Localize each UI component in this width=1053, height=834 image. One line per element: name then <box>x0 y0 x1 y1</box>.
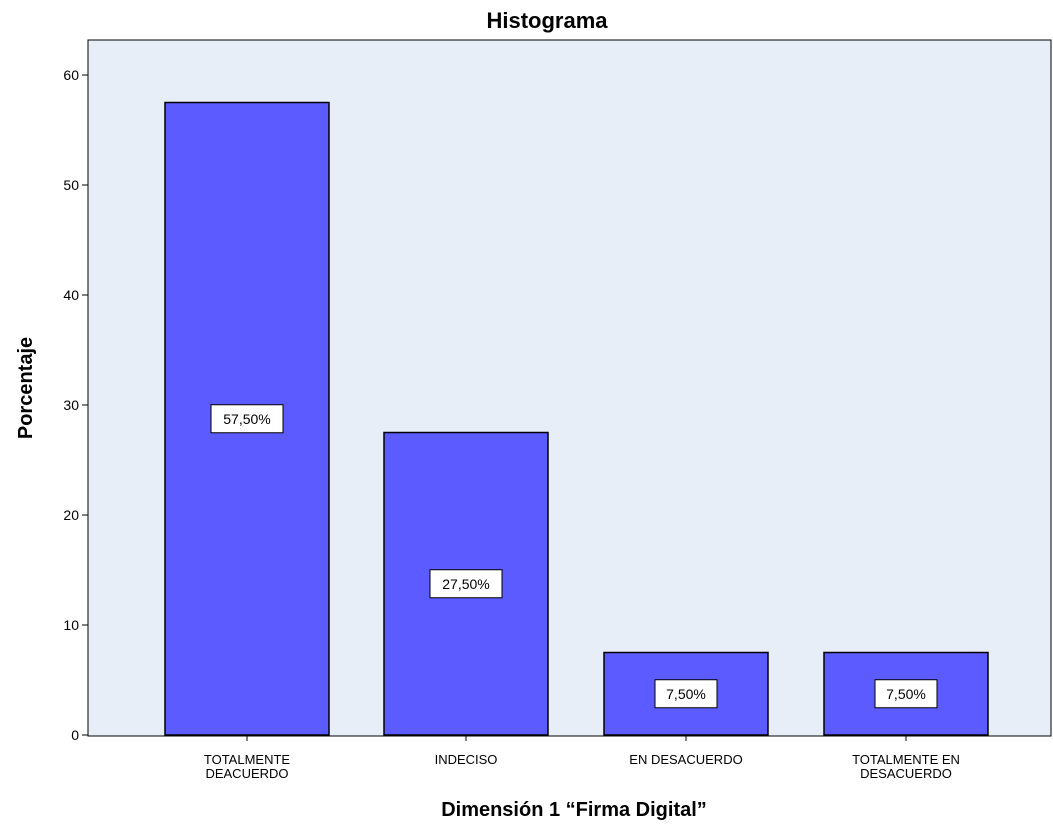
chart-title: Histograma <box>486 8 608 33</box>
x-tick-label: TOTALMENTE <box>204 752 291 767</box>
data-label: 57,50% <box>223 411 270 427</box>
data-label-box <box>654 679 718 709</box>
y-tick-label: 30 <box>63 397 79 413</box>
x-tick-label: TOTALMENTE EN <box>852 752 960 767</box>
y-tick-label: 10 <box>63 617 79 633</box>
data-label-box <box>874 679 938 709</box>
x-tick-label: INDECISO <box>435 752 498 767</box>
y-tick-label: 0 <box>71 727 79 743</box>
y-tick-label: 40 <box>63 287 79 303</box>
data-label: 7,50% <box>666 686 706 702</box>
data-label: 27,50% <box>442 576 489 592</box>
x-tick-label: DESACUERDO <box>860 766 952 781</box>
data-label-box <box>210 404 284 434</box>
bars-layer: 57,50% 27,50% 7,50% 7,50% <box>164 101 989 736</box>
y-axis: 0 10 20 30 40 50 60 <box>63 67 88 743</box>
y-tick-label: 20 <box>63 507 79 523</box>
data-label: 7,50% <box>886 686 926 702</box>
x-axis-title: Dimensión 1 “Firma Digital” <box>441 799 707 821</box>
x-tick-label: DEACUERDO <box>205 766 288 781</box>
y-axis-title: Porcentaje <box>15 337 37 439</box>
y-tick-label: 60 <box>63 67 79 83</box>
data-label-box <box>429 569 503 599</box>
y-tick-label: 50 <box>63 177 79 193</box>
x-tick-label: EN DESACUERDO <box>629 752 742 767</box>
